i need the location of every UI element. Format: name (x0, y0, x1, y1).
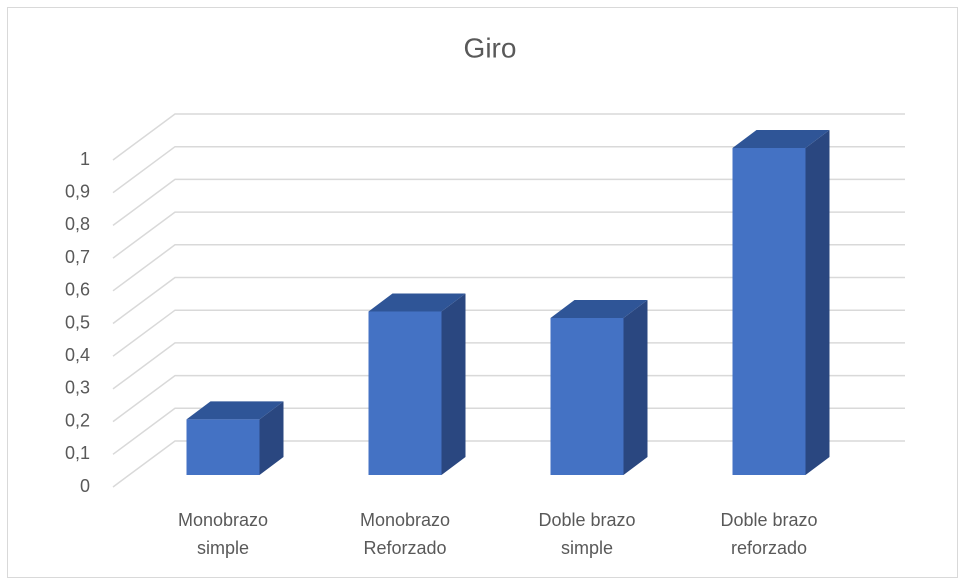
y-tick-label: 0 (80, 476, 90, 496)
grid-line (112, 145, 905, 194)
y-tick-label: 0,4 (65, 345, 90, 365)
bar-side (259, 401, 284, 475)
y-tick-label: 0,2 (65, 410, 90, 430)
bar (550, 300, 648, 475)
y-tick-label: 0,3 (65, 378, 90, 398)
grid-line (112, 342, 905, 390)
bar-front (732, 148, 806, 475)
bar-side (441, 293, 466, 475)
y-tick-label: 0,8 (65, 214, 90, 234)
y-tick-label: 0,6 (65, 280, 90, 300)
bar-front (368, 311, 442, 475)
grid-line (112, 178, 905, 227)
x-tick-label: Monobrazo Reforzado (359, 510, 451, 558)
x-tick-label: Monobrazo simple (177, 510, 269, 558)
x-tick-label: Doble brazo simple (538, 510, 636, 558)
x-tick-label: Doble brazo reforzado (720, 510, 818, 558)
y-tick-label: 1 (80, 149, 90, 169)
grid-line (112, 276, 905, 325)
bar-side (623, 300, 648, 475)
y-tick-label: 0,9 (65, 181, 90, 201)
grid-line (112, 440, 905, 488)
grid-line (112, 113, 905, 161)
grid-line (112, 244, 905, 292)
bar-front (550, 318, 624, 475)
bar-top (732, 130, 830, 148)
bar-top (550, 300, 648, 319)
bar (368, 293, 466, 475)
grid-line (112, 211, 905, 259)
bar-top (186, 401, 284, 420)
grid-line (112, 407, 905, 455)
bar (186, 401, 284, 475)
y-tick-label: 0,7 (65, 247, 90, 267)
bar-top (368, 293, 466, 312)
grid-line (112, 309, 905, 357)
bar-side (805, 130, 830, 475)
bar (732, 130, 830, 475)
chart-title: Giro (464, 32, 517, 63)
y-tick-label: 0,5 (65, 312, 90, 332)
grid-line (112, 374, 905, 423)
bar-front (186, 419, 260, 475)
y-tick-label: 0,1 (65, 443, 90, 463)
